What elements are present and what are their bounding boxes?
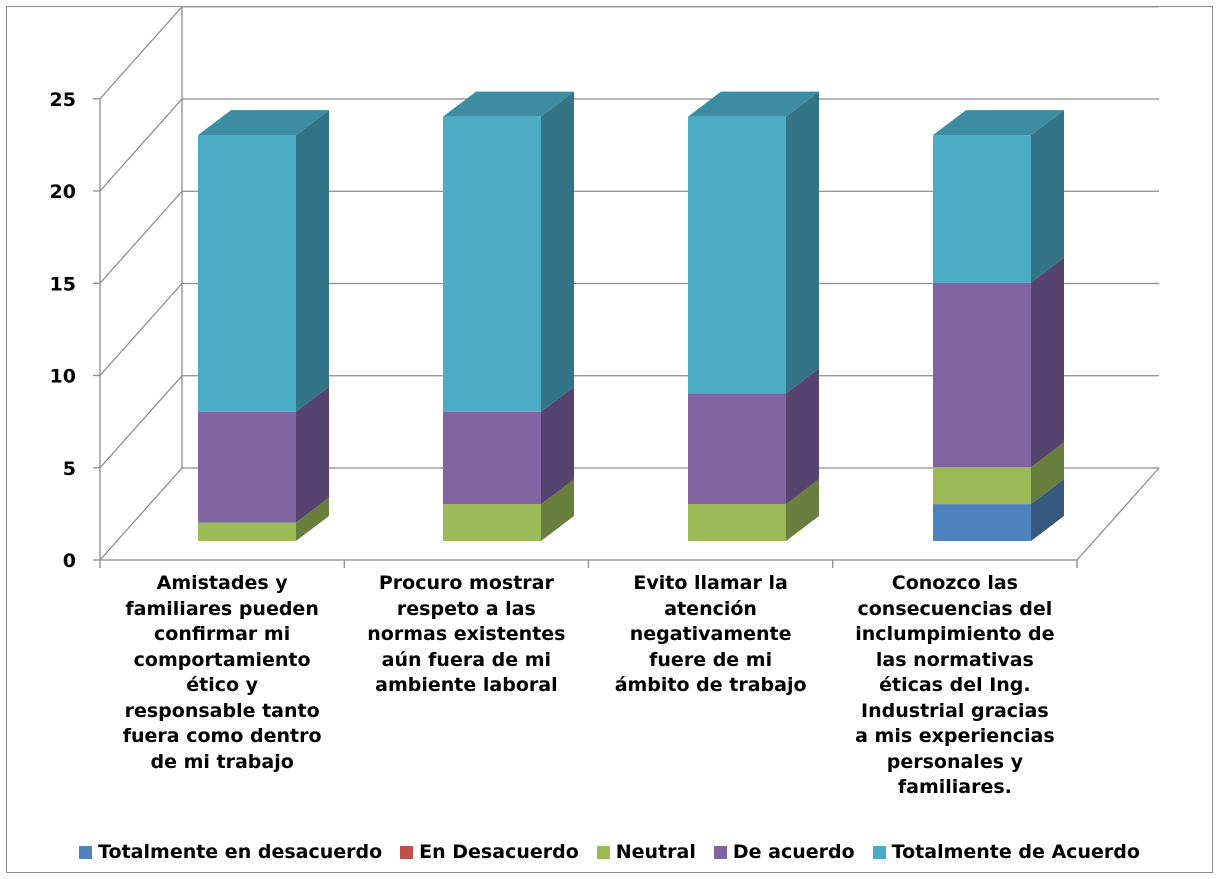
bar-3-totalmente-de-acuerdo-side bbox=[786, 91, 819, 394]
x-category-label: Procuro mostrar respeto a las normas exi… bbox=[367, 572, 566, 696]
y-tick-label: 0 bbox=[63, 550, 76, 572]
side-wall-line bbox=[99, 190, 183, 284]
legend-swatch bbox=[872, 845, 886, 859]
legend-label: En Desacuerdo bbox=[419, 841, 579, 863]
y-tick-label: 10 bbox=[50, 366, 76, 388]
bar-4-totalmente-en-desacuerdo-front bbox=[933, 504, 1031, 541]
y-tick-label: 25 bbox=[50, 89, 76, 111]
side-wall-line bbox=[99, 467, 183, 561]
legend-swatch bbox=[400, 845, 414, 859]
bar-2-totalmente-de-acuerdo-side bbox=[541, 91, 574, 412]
bar-1-totalmente-de-acuerdo-top bbox=[198, 110, 329, 136]
legend-swatch bbox=[713, 845, 727, 859]
bar-4-totalmente-en-desacuerdo-side bbox=[1031, 479, 1064, 541]
side-wall-line bbox=[99, 98, 183, 192]
x-category-label: Evito llamar la atención negativamente f… bbox=[614, 572, 807, 696]
side-wall-line bbox=[99, 283, 183, 376]
bar-4-totalmente-de-acuerdo-front bbox=[933, 135, 1031, 283]
legend-item: Neutral bbox=[596, 841, 696, 863]
bar-4-neutral-front bbox=[933, 467, 1031, 505]
bar-2-de-acuerdo-front bbox=[443, 411, 541, 505]
legend-label: Neutral bbox=[615, 841, 696, 863]
bar-3-totalmente-de-acuerdo-front bbox=[688, 116, 786, 394]
chart-bars bbox=[198, 91, 1064, 541]
bar-3-de-acuerdo-front bbox=[688, 393, 786, 505]
y-axis-ticks: 0 5 10 15 20 25 bbox=[50, 89, 100, 572]
bar-1-totalmente-de-acuerdo-side bbox=[296, 110, 329, 412]
bar-2-totalmente-de-acuerdo-top bbox=[443, 91, 574, 117]
bar-3-neutral-front bbox=[688, 504, 786, 541]
bar-2-totalmente-de-acuerdo-front bbox=[443, 116, 541, 412]
x-category-label: Amistades y familiares pueden confirmar … bbox=[122, 572, 322, 773]
legend-label: Totalmente de Acuerdo bbox=[891, 841, 1140, 863]
bar-2-neutral-side bbox=[541, 479, 574, 541]
bar-3-totalmente-de-acuerdo-top bbox=[688, 91, 819, 117]
bar-1-neutral-side bbox=[296, 497, 329, 541]
legend-swatch bbox=[79, 845, 93, 859]
x-category-label: Conozco las consecuencias del inclumpimi… bbox=[855, 572, 1055, 798]
bar-2-neutral-front bbox=[443, 504, 541, 541]
bar-1-totalmente-de-acuerdo-front bbox=[198, 135, 296, 412]
floor-edge bbox=[1076, 467, 1160, 561]
side-wall-line bbox=[99, 375, 183, 469]
bar-4-neutral-side bbox=[1031, 442, 1064, 505]
y-tick-label: 20 bbox=[50, 181, 76, 203]
bar-1-neutral-front bbox=[198, 522, 296, 541]
legend: Totalmente en desacuerdo En Desacuerdo Neu… bbox=[0, 838, 1219, 866]
bar-2-de-acuerdo-side bbox=[541, 386, 574, 505]
y-tick-label: 5 bbox=[63, 458, 76, 480]
legend-item: Totalmente de Acuerdo bbox=[872, 841, 1140, 863]
legend-item: En Desacuerdo bbox=[400, 841, 579, 863]
bar-4-totalmente-de-acuerdo-top bbox=[933, 110, 1064, 136]
y-tick-label: 15 bbox=[50, 273, 76, 295]
bar-4-de-acuerdo-front bbox=[933, 282, 1031, 468]
bar-1-de-acuerdo-side bbox=[296, 386, 329, 523]
bar-3-de-acuerdo-side bbox=[786, 368, 819, 505]
bar-4-de-acuerdo-side bbox=[1031, 257, 1064, 468]
side-wall-line bbox=[99, 6, 183, 100]
legend-label: De acuerdo bbox=[732, 841, 855, 863]
legend-item: De acuerdo bbox=[713, 841, 855, 863]
legend-label: Totalmente en desacuerdo bbox=[98, 841, 383, 863]
legend-swatch bbox=[596, 845, 610, 859]
bar-3-neutral-side bbox=[786, 479, 819, 541]
bar-4-totalmente-de-acuerdo-side bbox=[1031, 110, 1064, 283]
bar-1-de-acuerdo-front bbox=[198, 411, 296, 523]
legend-item: Totalmente en desacuerdo bbox=[79, 841, 382, 863]
